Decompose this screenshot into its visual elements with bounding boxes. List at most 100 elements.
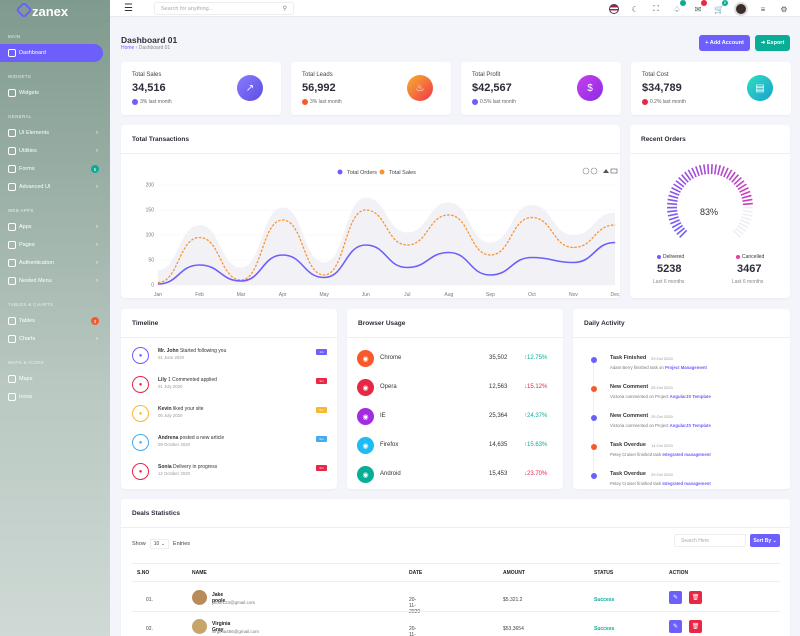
sidebar-item-ui-elements[interactable]: UI Elements › [0,124,110,142]
sidebar-item-dashboard[interactable]: Dashboard [0,44,103,62]
gauge-tick [735,180,745,188]
sidebar-item-utilities[interactable]: Utilities › [0,142,110,160]
activity-link[interactable]: Integrated management [662,452,711,457]
sidebar-item-icons[interactable]: Icons [0,388,110,406]
column-header[interactable]: ACTION [669,570,689,576]
browser-row: ◉ Chrome 35,502 ↑12.75% [357,349,552,371]
column-header[interactable]: AMOUNT [503,570,525,576]
x-tick-label: Sep [486,292,495,298]
settings-icon[interactable]: ⚙ [780,4,788,14]
legend-label[interactable]: Total Sales [389,170,416,176]
gauge-tick [720,166,725,177]
gauge-tick [736,224,747,232]
change-icon [642,99,648,105]
sort-by-button[interactable]: Sort By ⌄ [750,534,780,547]
menu-icon[interactable]: ≡ [760,4,766,14]
dark-mode-icon[interactable]: ☾ [631,4,639,14]
transactions-title: Total Transactions [132,136,189,143]
settings-icon [8,147,16,155]
x-tick-label: Apr [279,292,287,298]
chart-icon [8,335,16,343]
fullscreen-icon[interactable]: ⛶ [653,4,659,13]
deal-email: jacke123@gmail.com [212,600,256,605]
legend-label[interactable]: Total Orders [347,170,377,176]
activity-link[interactable]: Integrated management [662,481,711,486]
gauge-tick [740,190,751,196]
export-button[interactable]: ➜ Export [755,35,790,51]
stat-label: Total Cost [642,72,669,78]
timeline-name: Mr. John [158,348,179,354]
status-badge: Success [594,626,615,632]
activity-link[interactable]: AngularJS Template [669,394,711,399]
column-header[interactable]: S.NO [137,570,150,576]
sidebar-item-label: Widgets [19,90,39,96]
lead-icon: ♨ [407,75,433,101]
delete-icon[interactable]: 🗑 [689,620,702,633]
daily-activity-card: Daily Activity Task Finished 29 Oct 2020 A… [573,309,790,489]
deal-email: virginia456@gmail.com [212,629,259,634]
data-point [199,237,200,238]
notification-icon[interactable]: ♤ [671,0,686,15]
delete-icon[interactable]: 🗑 [689,591,702,604]
menu-toggle-icon[interactable]: ☰ [124,3,133,14]
sidebar-item-apps[interactable]: Apps › [0,218,110,236]
timeline-badge: 5m [316,407,327,413]
data-point [282,254,284,256]
data-point [573,247,574,248]
zoom-in-icon[interactable] [582,167,590,175]
gauge-tick [671,222,682,229]
legend-marker [379,169,385,175]
gauge-tick [691,167,697,178]
sidebar-item-charts[interactable]: Charts › [0,330,110,348]
browser-row: ◉ Firefox 14,635 ↑15.63% [357,436,552,458]
browser-value: 35,502 [489,355,508,361]
deals-search-input[interactable]: Search Here [674,534,746,547]
add-account-button[interactable]: + Add Account [699,35,750,51]
zoom-out-icon[interactable] [590,167,598,175]
sidebar-section-label: MAPS & ICONS [8,360,45,365]
sidebar-section-label: MAIN [8,34,21,39]
stat-card: Total Leads 56,992 3% last month ♨ [291,62,451,115]
delivered-label: Delivered [657,254,684,260]
column-header[interactable]: STATUS [594,570,614,576]
chevron-right-icon: › [96,242,98,248]
sidebar-item-tables[interactable]: Tables 3 [0,312,110,330]
search-input[interactable]: Search for anything... ⚲ [154,2,294,15]
entries-select[interactable]: 10 ⌄ [149,539,169,549]
cart-icon[interactable]: 🛒 5 [713,0,728,15]
activity-title: New Comment [610,413,649,419]
browser-row: ◉ Opera 12,563 ↓15.12% [357,378,552,400]
column-header[interactable]: DATE [409,570,423,576]
search-icon[interactable]: ⚲ [282,6,287,12]
timeline-icon: ● [132,347,149,364]
x-tick-label: Jul [404,292,410,298]
pages-icon [8,241,16,249]
user-avatar[interactable] [734,2,748,16]
breadcrumb-home[interactable]: Home [121,45,135,51]
activity-title: Task Finished [610,355,647,361]
ie-icon: ◉ [357,408,374,425]
timeline-title: Timeline [132,320,159,327]
sidebar-item-forms[interactable]: Forms 6 [0,160,110,178]
stat-change: 3% last month [302,99,342,105]
sidebar-item-maps[interactable]: Maps [0,370,110,388]
sidebar-item-label: Authentication [19,260,54,266]
avatar [192,619,207,634]
column-header[interactable]: NAME [192,570,207,576]
activity-link[interactable]: AngularJS Template [669,423,711,428]
home-reset-icon[interactable] [603,169,609,173]
arrow-down-icon: ↓ [524,384,527,390]
chart-menu-icon[interactable] [610,168,618,174]
sidebar-item-nested-menu[interactable]: Nested Menu › [0,272,110,290]
sidebar-item-advanced-ui[interactable]: Advanced UI › [0,178,110,196]
message-icon[interactable]: ✉ [692,0,707,15]
browser-value: 15,453 [489,471,508,477]
edit-icon[interactable]: ✎ [669,591,682,604]
sidebar-item-widgets[interactable]: Widgets [0,84,110,102]
activity-link[interactable]: Project Management [664,365,707,370]
sidebar-item-pages[interactable]: Pages › [0,236,110,254]
flag-icon[interactable] [608,3,620,15]
edit-icon[interactable]: ✎ [669,620,682,633]
sidebar-item-authentication[interactable]: Authentication › [0,254,110,272]
app-logo[interactable]: zanex [0,0,110,22]
